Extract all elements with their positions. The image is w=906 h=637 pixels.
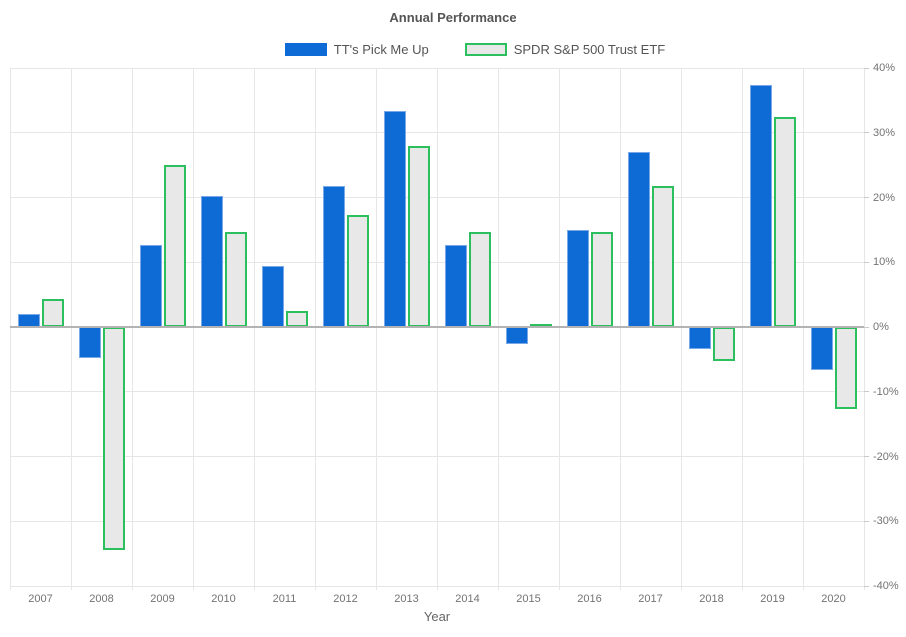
y-tick [864,456,869,457]
legend-item-series-1[interactable]: TT's Pick Me Up [284,41,429,57]
y-tick [864,67,869,69]
v-gridline [436,68,438,590]
y-tick-label: 0% [873,321,889,333]
v-gridline [375,68,377,590]
y-tick [864,197,869,198]
legend-label-series-2: SPDR S&P 500 Trust ETF [513,41,666,57]
x-tick-label: 2016 [577,593,602,605]
x-tick-label: 2020 [821,593,846,605]
bar-2017-series-1[interactable] [627,151,650,327]
x-tick-label: 2014 [455,593,480,605]
v-gridline [558,68,560,590]
x-tick-label: 2011 [272,593,297,605]
x-tick-label: 2019 [760,593,785,605]
y-tick-label: -20% [873,450,899,463]
v-gridline [70,68,72,590]
x-tick-label: 2010 [211,593,236,605]
legend-swatch-icon [464,42,507,56]
y-tick [864,326,869,328]
y-tick-label: -10% [873,385,899,398]
y-tick-label: 40% [873,62,896,74]
y-tick [864,391,869,393]
y-tick-label: -40% [873,580,899,592]
bar-2013-series-2[interactable] [407,146,430,327]
v-gridline [9,68,11,590]
legend-swatch-icon [284,42,327,56]
v-gridline [680,68,682,590]
bar-2019-series-1[interactable] [749,84,772,327]
y-tick-label: -30% [873,515,899,528]
y-tick [864,132,869,134]
bar-2007-series-2[interactable] [41,299,64,327]
legend-label-series-1: TT's Pick Me Up [333,41,429,57]
v-gridline [131,68,133,590]
bar-2012-series-1[interactable] [322,186,345,327]
v-gridline [192,68,194,590]
x-axis-title: Year [423,609,451,624]
x-tick-label: 2009 [150,593,175,605]
v-gridline [741,68,743,590]
x-tick-label: 2012 [333,593,358,605]
x-tick-label: 2007 [28,593,53,605]
x-tick-label: 2017 [638,593,663,605]
y-tick-label: 10% [873,256,896,269]
v-gridline [619,68,621,590]
bar-2009-series-2[interactable] [163,165,186,327]
x-tick-label: 2015 [516,593,541,605]
bar-2014-series-2[interactable] [468,232,491,327]
x-tick-label: 2008 [89,593,114,605]
bar-2020-series-1[interactable] [810,327,833,371]
y-tick [864,520,869,522]
legend: TT's Pick Me Up SPDR S&P 500 Trust ETF [44,41,906,57]
v-gridline [497,68,499,590]
y-tick [864,261,869,263]
bar-2010-series-2[interactable] [224,232,247,327]
bar-2010-series-1[interactable] [200,196,223,327]
bar-2017-series-2[interactable] [651,185,674,327]
x-tick-label: 2018 [699,593,724,605]
y-tick [864,585,869,587]
bar-2013-series-1[interactable] [383,111,406,327]
bar-2018-series-1[interactable] [688,327,711,349]
bar-2012-series-2[interactable] [346,214,369,327]
bar-2016-series-2[interactable] [590,232,613,327]
v-gridline [314,68,316,590]
x-tick-label: 2013 [394,593,419,605]
legend-item-series-2[interactable]: SPDR S&P 500 Trust ETF [464,41,666,57]
bar-2011-series-1[interactable] [261,266,284,327]
v-gridline [253,68,255,590]
v-gridline [802,68,804,590]
bar-2015-series-1[interactable] [505,327,528,344]
bar-2008-series-1[interactable] [78,327,101,359]
y-tick-label: 30% [873,126,896,139]
bar-2014-series-1[interactable] [444,244,467,327]
bar-2009-series-1[interactable] [139,245,162,327]
bar-2008-series-2[interactable] [102,327,125,550]
bar-2020-series-2[interactable] [834,327,857,410]
bar-2018-series-2[interactable] [712,327,735,362]
bar-2011-series-2[interactable] [285,311,308,327]
chart-title: Annual Performance [389,10,517,25]
bar-2016-series-1[interactable] [566,229,589,327]
y-tick-label: 20% [873,191,896,204]
zero-line [10,326,864,328]
v-gridline [863,68,865,590]
bar-2019-series-2[interactable] [773,117,796,327]
